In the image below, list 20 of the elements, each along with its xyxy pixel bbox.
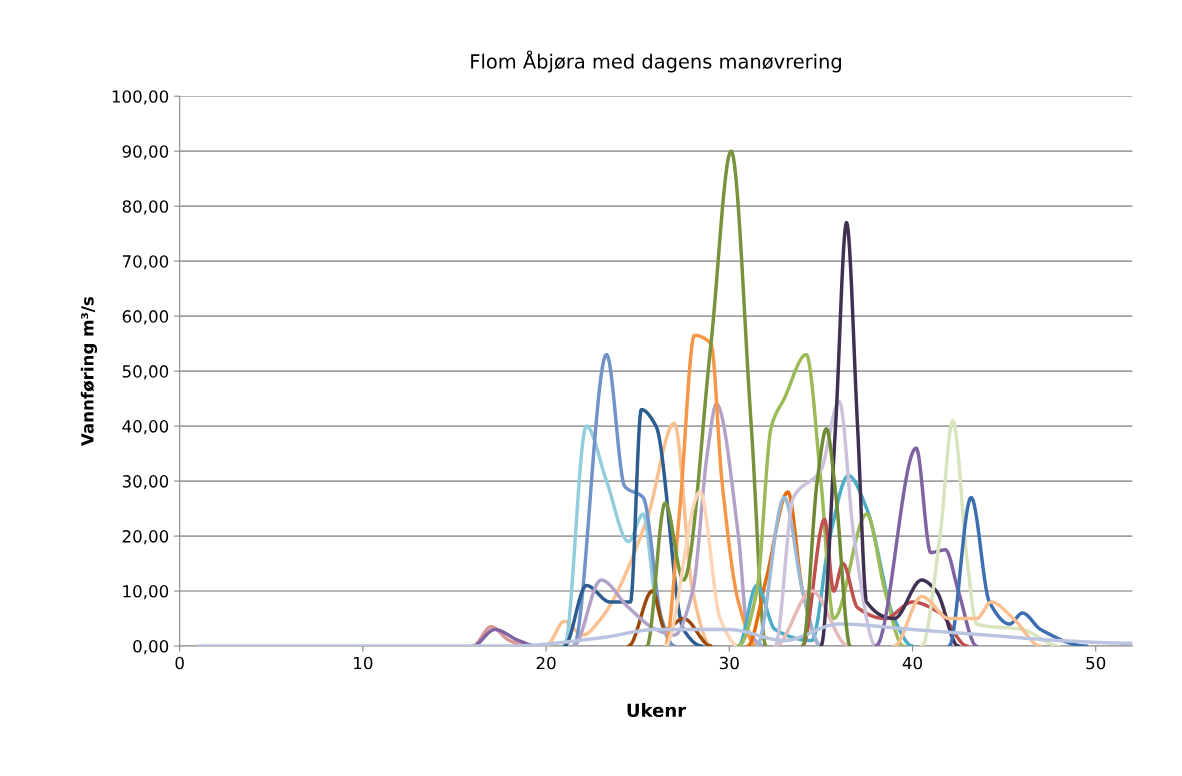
y-tick-label: 100,00	[112, 90, 169, 105]
y-tick-label: 0,00	[133, 639, 169, 655]
y-tick-label: 80,00	[122, 200, 169, 215]
y-tick-label: 90,00	[122, 145, 169, 160]
x-tick-label: 50	[1086, 656, 1106, 670]
chart-title: Flom Åbjøra med dagens manøvrering	[471, 50, 841, 73]
y-tick-label: 20,00	[122, 530, 169, 545]
x-tick-label: 0	[175, 656, 184, 670]
y-tick-label: 70,00	[122, 255, 169, 270]
y-tick-label: 50,00	[122, 365, 169, 380]
x-tick-label: 20	[536, 656, 556, 670]
x-tick-label: 10	[354, 656, 373, 670]
x-tick-label: 40	[902, 656, 922, 670]
x-axis-title: Ukenr	[627, 703, 687, 718]
y-tick-label: 10,00	[123, 585, 169, 600]
y-tick-label: 30,00	[122, 475, 169, 490]
x-tick-label: 30	[719, 656, 739, 670]
y-axis-title: Vannføring m³/s	[80, 296, 98, 446]
y-tick-label: 40,00	[122, 420, 169, 435]
y-tick-label: 60,00	[122, 310, 169, 325]
